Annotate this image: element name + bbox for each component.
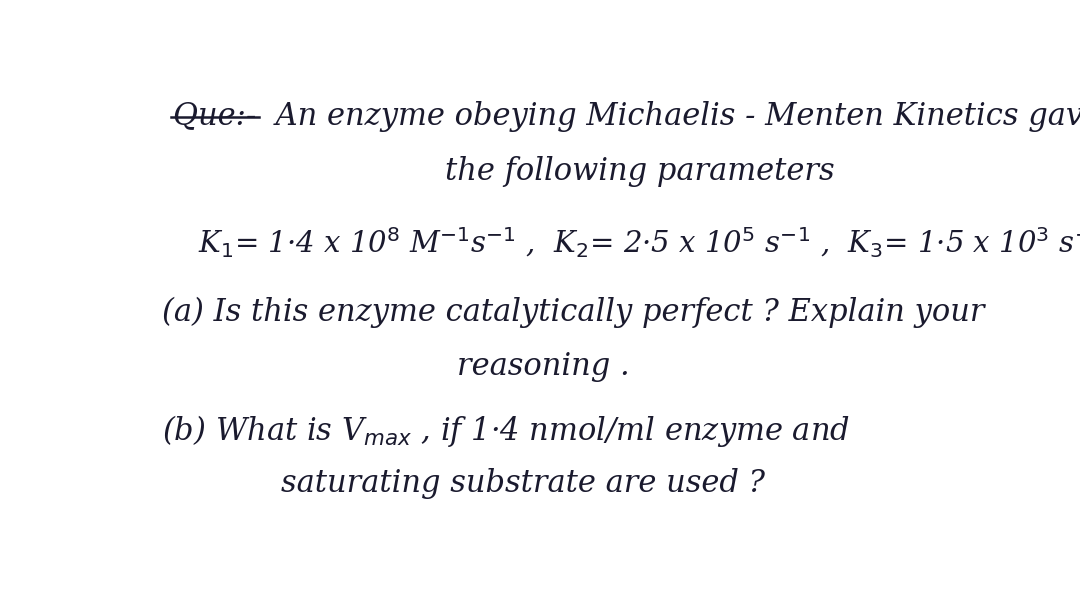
Text: K$_{1}$= 1·4 x 10$^{8}$ M$^{-1}$s$^{-1}$ ,  K$_{2}$= 2·5 x 10$^{5}$ s$^{-1}$ ,  : K$_{1}$= 1·4 x 10$^{8}$ M$^{-1}$s$^{-1}$… [198, 225, 1080, 260]
Text: Que:-  An enzyme obeying Michaelis - Menten Kinetics gave: Que:- An enzyme obeying Michaelis - Ment… [173, 101, 1080, 132]
Text: (a) Is this enzyme catalytically perfect ? Explain your: (a) Is this enzyme catalytically perfect… [162, 296, 984, 328]
Text: (b) What is V$_{max}$ , if 1·4 nmol/ml enzyme and: (b) What is V$_{max}$ , if 1·4 nmol/ml e… [162, 414, 850, 449]
Text: saturating substrate are used ?: saturating substrate are used ? [282, 468, 766, 499]
Text: reasoning .: reasoning . [457, 352, 630, 383]
Text: the following parameters: the following parameters [445, 156, 835, 187]
